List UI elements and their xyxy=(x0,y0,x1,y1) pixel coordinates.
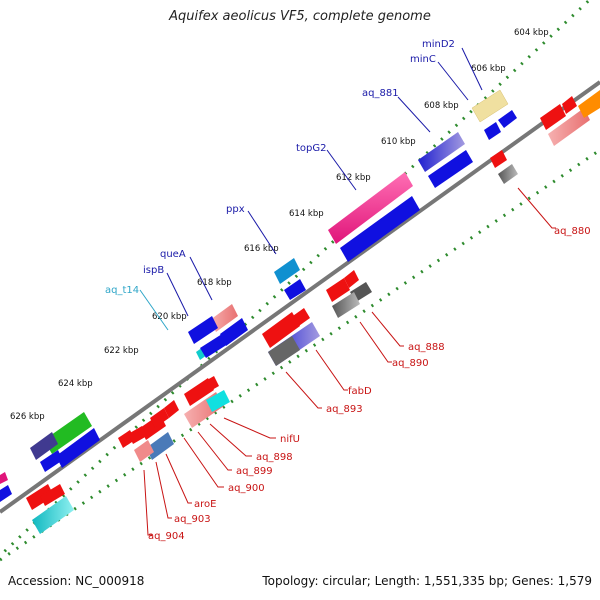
label-aroE: aroE xyxy=(194,499,216,510)
gene-purple xyxy=(30,432,58,460)
gene-aq903 xyxy=(146,432,174,460)
gene-blue-626 xyxy=(40,450,63,472)
label-minC: minC xyxy=(410,54,436,65)
label-topG2: topG2 xyxy=(296,143,327,154)
reverse-genes xyxy=(26,90,600,534)
tick-labels: 604 kbp 606 kbp 608 kbp 610 kbp 612 kbp … xyxy=(10,28,549,422)
gene-rev-tr4 xyxy=(578,90,600,118)
topology-text: Topology: circular; Length: 1,551,335 bp… xyxy=(262,574,592,588)
label-ppx: ppx xyxy=(226,204,245,215)
gene-aq899-cyan xyxy=(206,390,230,412)
label-aq890: aq_890 xyxy=(392,358,429,369)
tick-620: 620 kbp xyxy=(152,312,187,322)
label-fabD: fabD xyxy=(348,386,372,397)
reverse-labels: aq_880 aq_888 aq_890 fabD aq_893 nifU aq… xyxy=(148,226,591,542)
gene-aq903-b xyxy=(134,440,154,462)
gene-aq888-b xyxy=(326,278,350,302)
tick-614: 614 kbp xyxy=(289,209,324,219)
label-minD2: minD2 xyxy=(422,39,455,50)
label-aq881: aq_881 xyxy=(362,88,399,99)
label-queA: queA xyxy=(160,249,186,260)
gene-rev-tr1 xyxy=(540,104,566,130)
gene-rev-tr2 xyxy=(562,96,577,114)
map-title: Aquifex aeolicus VF5, complete genome xyxy=(169,9,431,24)
lower-ruler xyxy=(0,148,600,562)
label-nifU: nifU xyxy=(280,434,300,445)
gene-nifU-b xyxy=(200,376,219,394)
gene-minD2 xyxy=(471,89,509,123)
gene-rev-ll1 xyxy=(26,484,54,510)
gene-edge-blue xyxy=(0,485,12,502)
forward-label-lines xyxy=(139,47,483,331)
gene-ppx-a xyxy=(274,258,300,284)
gene-minC-b xyxy=(498,110,517,128)
gene-edge-mag xyxy=(0,472,8,484)
label-aq900: aq_900 xyxy=(228,483,265,494)
tick-610: 610 kbp xyxy=(381,137,416,147)
gene-aq904-b xyxy=(128,426,147,444)
gene-rev-ll3 xyxy=(32,496,74,534)
label-aq880: aq_880 xyxy=(554,226,591,237)
label-aq903: aq_903 xyxy=(174,514,211,525)
gene-blue-624 xyxy=(56,428,100,468)
gene-fabD-b xyxy=(290,308,310,328)
gene-aq880 xyxy=(490,150,507,168)
gene-topG2 xyxy=(328,172,413,244)
forward-labels: minD2 minC aq_881 topG2 ppx queA ispB aq… xyxy=(105,39,455,296)
gene-topG2-b xyxy=(340,196,420,262)
tick-604: 604 kbp xyxy=(514,28,549,38)
gene-ispB xyxy=(188,316,218,344)
gene-queA xyxy=(210,304,238,332)
gene-aq881 xyxy=(418,132,465,172)
gene-fabD xyxy=(262,312,300,348)
tick-618: 618 kbp xyxy=(197,278,232,288)
label-aq893: aq_893 xyxy=(326,404,363,415)
gene-aq888 xyxy=(344,270,359,288)
label-aq-t14: aq_t14 xyxy=(105,285,139,296)
accession-text: Accession: NC_000918 xyxy=(8,574,145,588)
tick-606: 606 kbp xyxy=(471,64,506,74)
gene-aq881-b xyxy=(428,150,473,188)
gene-aq890-b xyxy=(332,292,360,318)
tick-612: 612 kbp xyxy=(336,173,371,183)
gene-aq898 xyxy=(164,400,179,418)
forward-genes xyxy=(0,89,517,502)
label-aq899: aq_899 xyxy=(236,466,273,477)
gene-rev-tr3 xyxy=(548,108,590,146)
tick-626: 626 kbp xyxy=(10,412,45,422)
gene-rev-ll2 xyxy=(40,484,65,506)
label-aq904: aq_904 xyxy=(148,531,185,542)
tick-622: 622 kbp xyxy=(104,346,139,356)
label-ispB: ispB xyxy=(143,265,164,276)
label-aq888: aq_888 xyxy=(408,342,445,353)
gene-ppx-b xyxy=(284,279,306,300)
gene-ispB-b xyxy=(200,334,228,358)
gene-aq880-b xyxy=(498,164,518,184)
tick-608: 608 kbp xyxy=(424,101,459,111)
gene-aroE xyxy=(150,408,169,428)
gene-minC-a xyxy=(484,122,501,140)
label-aq898: aq_898 xyxy=(256,452,293,463)
gene-queA-b xyxy=(220,318,248,346)
tick-616: 616 kbp xyxy=(244,244,279,254)
tick-624: 624 kbp xyxy=(58,379,93,389)
gene-aq893-gray xyxy=(268,336,300,366)
reverse-label-lines xyxy=(143,187,556,536)
